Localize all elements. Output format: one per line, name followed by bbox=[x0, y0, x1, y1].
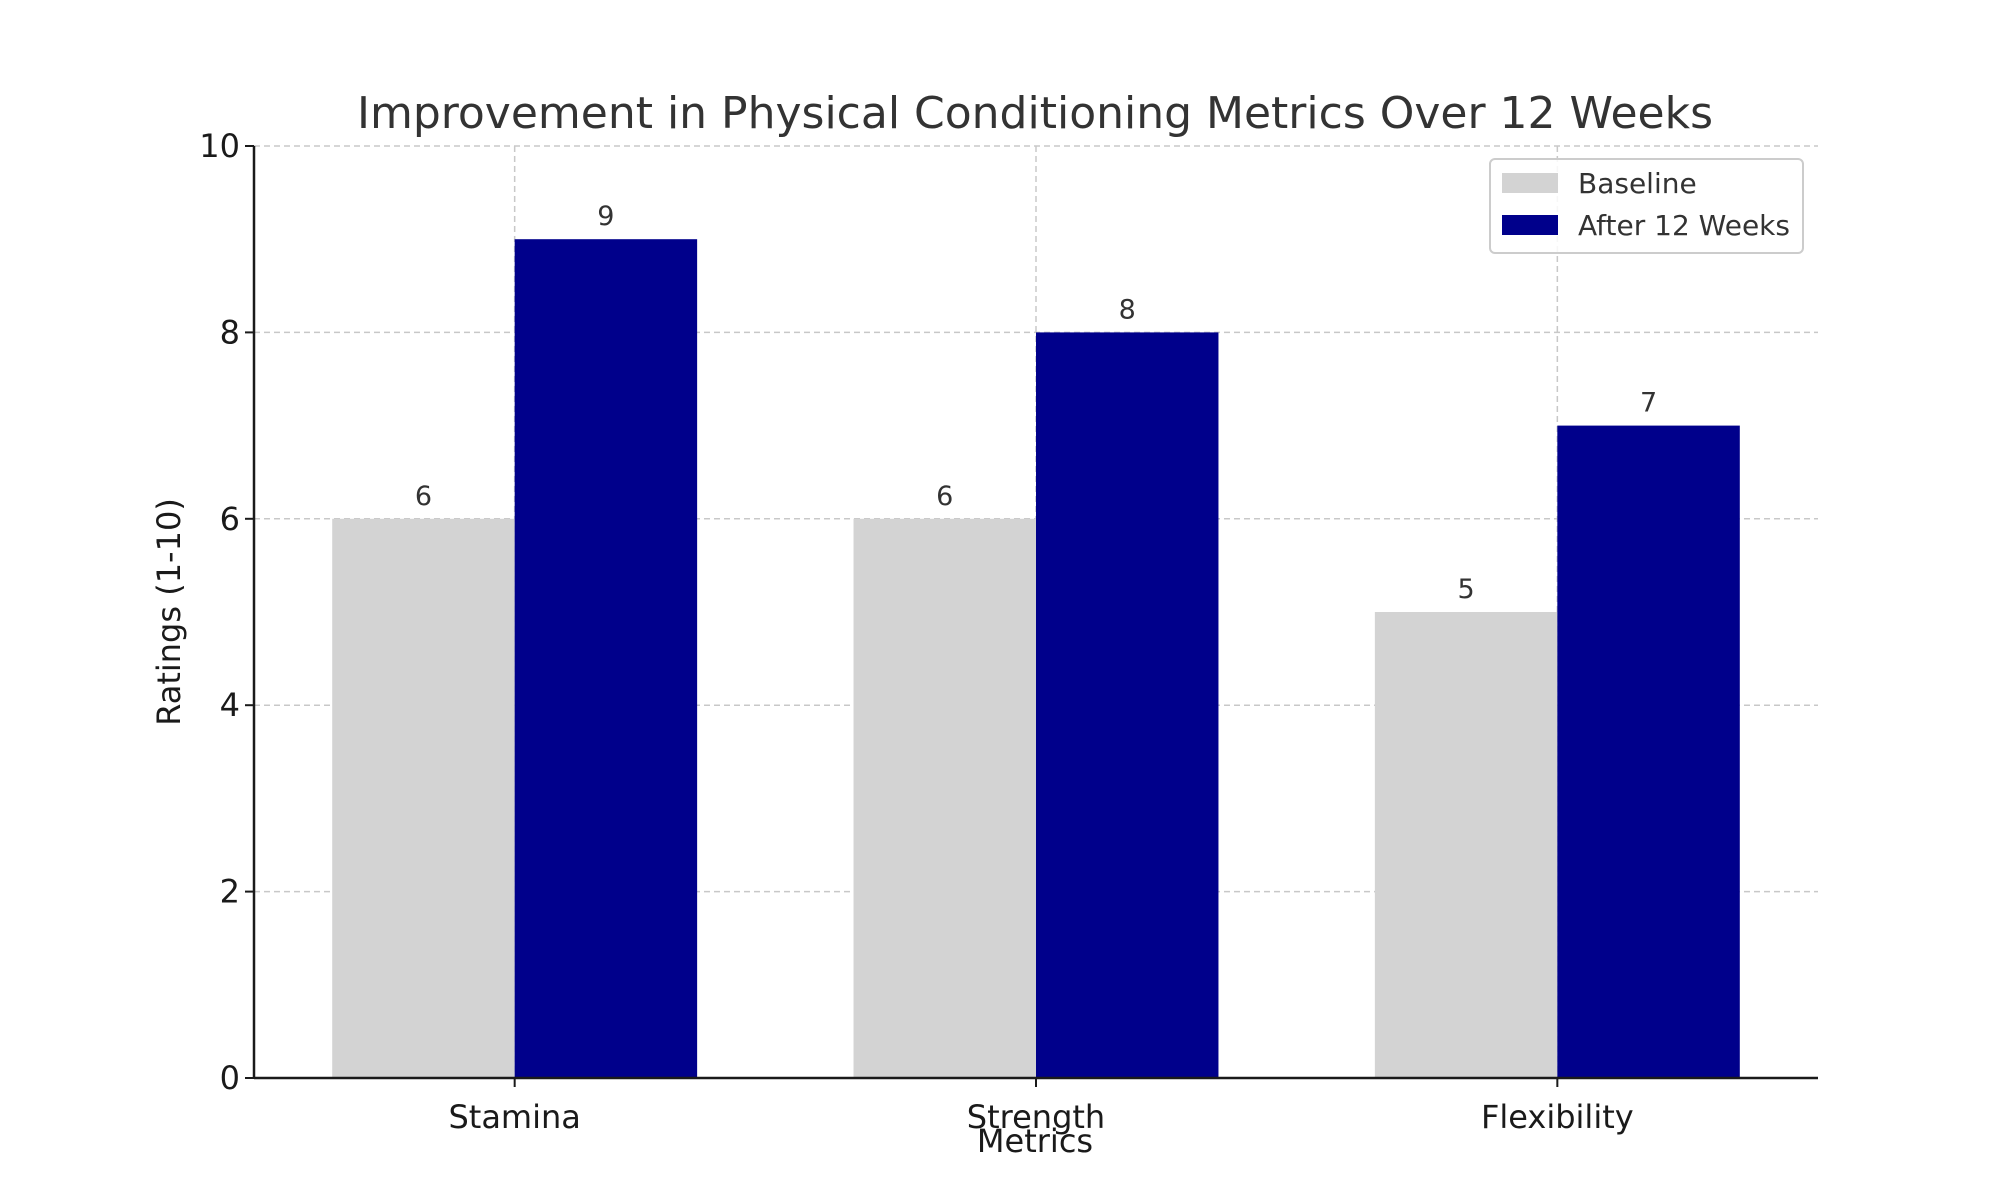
axes-layer: 0 2 4 6 8 10 Stamina Strength Flexibility bbox=[199, 127, 1818, 1136]
data-labels-layer: 6 6 5 9 8 7 bbox=[415, 201, 1657, 605]
bar-baseline-strength bbox=[853, 518, 1036, 1078]
bar-baseline-stamina bbox=[332, 518, 515, 1078]
y-tick-label: 0 bbox=[220, 1059, 240, 1097]
legend-box bbox=[1489, 158, 1804, 254]
legend-label-baseline: Baseline bbox=[1578, 167, 1697, 200]
x-tick-label-flexibility: Flexibility bbox=[1481, 1098, 1634, 1136]
data-label-baseline-stamina: 6 bbox=[415, 481, 432, 512]
y-tick-label: 4 bbox=[220, 686, 240, 724]
data-label-after-12-weeks-stamina: 9 bbox=[597, 201, 614, 232]
x-axis-label: Metrics bbox=[977, 1122, 1093, 1160]
y-tick-label: 6 bbox=[220, 500, 240, 538]
legend-swatch-baseline bbox=[1502, 173, 1558, 193]
bar-after-12-weeks-stamina bbox=[514, 239, 698, 1078]
y-tick-label: 10 bbox=[199, 127, 240, 165]
chart-title: Improvement in Physical Conditioning Met… bbox=[357, 88, 1713, 139]
y-tick-label: 8 bbox=[220, 313, 240, 351]
x-tick-label-stamina: Stamina bbox=[448, 1098, 580, 1136]
bars-layer bbox=[332, 239, 1740, 1079]
x-tick-label-strength: Strength bbox=[967, 1098, 1105, 1136]
y-axis-label: Ratings (1-10) bbox=[150, 498, 188, 726]
data-label-after-12-weeks-flexibility: 7 bbox=[1640, 388, 1657, 419]
legend: Baseline After 12 Weeks bbox=[1489, 158, 1804, 254]
y-tick-label: 2 bbox=[220, 873, 240, 911]
bar-after-12-weeks-strength bbox=[1036, 332, 1219, 1078]
bar-baseline-flexibility bbox=[1374, 612, 1558, 1078]
data-label-baseline-strength: 6 bbox=[936, 481, 953, 512]
data-label-baseline-flexibility: 5 bbox=[1458, 574, 1475, 605]
legend-label-after-12-weeks: After 12 Weeks bbox=[1578, 209, 1790, 242]
data-label-after-12-weeks-strength: 8 bbox=[1119, 294, 1136, 325]
legend-swatch-after-12-weeks bbox=[1502, 215, 1558, 235]
bar-after-12-weeks-flexibility bbox=[1557, 425, 1740, 1079]
